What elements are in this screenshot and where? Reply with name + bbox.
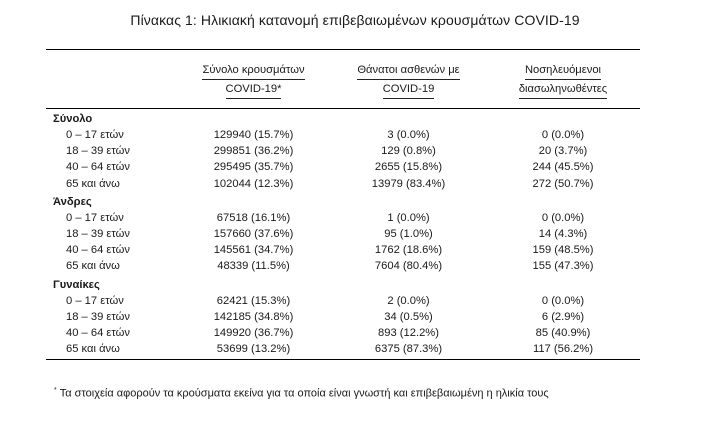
deaths-cell: 13979 (83.4%) bbox=[371, 177, 446, 190]
table-row: 0 – 17 ετών 129940 (15.7%) 3 (0.0%) 0 (0… bbox=[46, 127, 640, 143]
intubated-cell: 159 (48.5%) bbox=[532, 244, 594, 257]
deaths-cell: 1762 (18.6%) bbox=[374, 244, 443, 257]
age-label: 40 – 64 ετών bbox=[66, 326, 131, 339]
header-intubated-line1: Νοσηλευόμενοι bbox=[524, 62, 602, 80]
cases-cell: 295495 (35.7%) bbox=[213, 161, 294, 174]
age-label: 65 και άνω bbox=[66, 260, 120, 273]
age-label: 40 – 64 ετών bbox=[66, 161, 131, 174]
header-total-cases: Σύνολο κρουσμάτων COVID-19* bbox=[176, 50, 331, 109]
deaths-cell: 893 (12.2%) bbox=[378, 326, 439, 339]
table-row: 65 και άνω 48339 (11.5%) 7604 (80.4%) 15… bbox=[46, 258, 640, 274]
deaths-cell: 2655 (15.8%) bbox=[374, 161, 443, 174]
intubated-cell: 14 (4.3%) bbox=[538, 228, 588, 241]
group-label: Άνδρες bbox=[53, 195, 92, 208]
intubated-cell: 117 (56.2%) bbox=[486, 341, 640, 361]
header-total-cases-line1: Σύνολο κρουσμάτων bbox=[202, 62, 305, 80]
table-row: 18 – 39 ετών 142185 (34.8%) 34 (0.5%) 6 … bbox=[46, 309, 640, 325]
header-intubated-line2: διασωληνωθέντες bbox=[518, 81, 608, 99]
intubated-cell: 155 (47.3%) bbox=[532, 260, 594, 273]
deaths-cell: 3 (0.0%) bbox=[387, 129, 430, 142]
table-title: Πίνακας 1: Ηλικιακή κατανομή επιβεβαιωμέ… bbox=[130, 12, 580, 28]
cases-cell: 129940 (15.7%) bbox=[213, 129, 294, 142]
deaths-cell: 1 (0.0%) bbox=[387, 211, 430, 224]
cases-cell: 53699 (13.2%) bbox=[176, 341, 331, 361]
cases-cell: 145561 (34.7%) bbox=[213, 244, 294, 257]
intubated-cell: 6 (2.9%) bbox=[541, 310, 585, 323]
cases-cell: 102044 (12.3%) bbox=[213, 177, 294, 190]
table-row: 0 – 17 ετών 67518 (16.1%) 1 (0.0%) 0 (0.… bbox=[46, 210, 640, 226]
intubated-cell: 0 (0.0%) bbox=[541, 211, 585, 224]
age-label: 40 – 64 ετών bbox=[66, 244, 131, 257]
intubated-cell: 244 (45.5%) bbox=[532, 161, 594, 174]
footnote-text: Τα στοιχεία αφορούν τα κρούσματα εκείνα … bbox=[59, 387, 549, 400]
age-label: 65 και άνω bbox=[46, 341, 176, 361]
table-row: 18 – 39 ετών 299851 (36.2%) 129 (0.8%) 2… bbox=[46, 143, 640, 159]
cases-cell: 48339 (11.5%) bbox=[217, 260, 290, 273]
footnote-marker: * bbox=[54, 387, 57, 394]
group-row-women: Γυναίκες bbox=[46, 275, 640, 293]
age-distribution-table: Σύνολο κρουσμάτων COVID-19* Θάνατοι ασθε… bbox=[46, 49, 640, 361]
age-label: 18 – 39 ετών bbox=[66, 310, 131, 323]
table-row: 18 – 39 ετών 157660 (37.6%) 95 (1.0%) 14… bbox=[46, 226, 640, 242]
header-deaths-line1: Θάνατοι ασθενών με bbox=[357, 62, 460, 80]
cases-cell: 299851 (36.2%) bbox=[213, 145, 294, 158]
table-header: Σύνολο κρουσμάτων COVID-19* Θάνατοι ασθε… bbox=[46, 49, 640, 109]
footnote: * Τα στοιχεία αφορούν τα κρούσματα εκείνα… bbox=[54, 387, 549, 400]
age-label: 0 – 17 ετών bbox=[66, 211, 124, 224]
header-age-group bbox=[46, 50, 176, 109]
intubated-cell: 20 (3.7%) bbox=[538, 145, 588, 158]
cases-cell: 142185 (34.8%) bbox=[213, 310, 294, 323]
header-row: Σύνολο κρουσμάτων COVID-19* Θάνατοι ασθε… bbox=[46, 49, 640, 109]
intubated-cell: 85 (40.9%) bbox=[535, 326, 591, 339]
deaths-cell: 7604 (80.4%) bbox=[374, 260, 443, 273]
header-deaths: Θάνατοι ασθενών με COVID-19 bbox=[331, 50, 486, 109]
deaths-cell: 2 (0.0%) bbox=[387, 294, 430, 307]
age-label: 18 – 39 ετών bbox=[66, 228, 131, 241]
table-row: 40 – 64 ετών 295495 (35.7%) 2655 (15.8%)… bbox=[46, 159, 640, 175]
cases-cell: 67518 (16.1%) bbox=[216, 211, 291, 224]
deaths-cell: 129 (0.8%) bbox=[381, 145, 436, 158]
header-intubated: Νοσηλευόμενοι διασωληνωθέντες bbox=[486, 50, 640, 109]
group-label: Γυναίκες bbox=[53, 278, 100, 291]
deaths-cell: 6375 (87.3%) bbox=[331, 341, 486, 361]
intubated-cell: 272 (50.7%) bbox=[532, 177, 594, 190]
age-label: 18 – 39 ετών bbox=[66, 145, 131, 158]
age-label: 0 – 17 ετών bbox=[66, 129, 124, 142]
cases-cell: 149920 (36.7%) bbox=[213, 326, 294, 339]
cases-cell: 157660 (37.6%) bbox=[213, 228, 294, 241]
table-row: 65 και άνω 102044 (12.3%) 13979 (83.4%) … bbox=[46, 176, 640, 192]
group-row-men: Άνδρες bbox=[46, 192, 640, 210]
deaths-cell: 95 (1.0%) bbox=[384, 228, 433, 241]
intubated-cell: 0 (0.0%) bbox=[541, 294, 585, 307]
cases-cell: 62421 (15.3%) bbox=[216, 294, 291, 307]
table-row: 40 – 64 ετών 149920 (36.7%) 893 (12.2%) … bbox=[46, 325, 640, 341]
table-row: 40 – 64 ετών 145561 (34.7%) 1762 (18.6%)… bbox=[46, 242, 640, 258]
group-row-total: Σύνολο bbox=[46, 109, 640, 128]
age-label: 0 – 17 ετών bbox=[66, 294, 124, 307]
header-total-cases-line2: COVID-19* bbox=[225, 81, 282, 99]
intubated-cell: 0 (0.0%) bbox=[541, 129, 585, 142]
group-label: Σύνολο bbox=[53, 113, 93, 125]
table-row: 65 και άνω 53699 (13.2%) 6375 (87.3%) 11… bbox=[46, 341, 640, 361]
table-row: 0 – 17 ετών 62421 (15.3%) 2 (0.0%) 0 (0.… bbox=[46, 293, 640, 309]
age-label: 65 και άνω bbox=[66, 177, 120, 190]
table-body: Σύνολο 0 – 17 ετών 129940 (15.7%) 3 (0.0… bbox=[46, 109, 640, 361]
deaths-cell: 34 (0.5%) bbox=[384, 310, 433, 323]
header-deaths-line2: COVID-19 bbox=[382, 81, 435, 99]
